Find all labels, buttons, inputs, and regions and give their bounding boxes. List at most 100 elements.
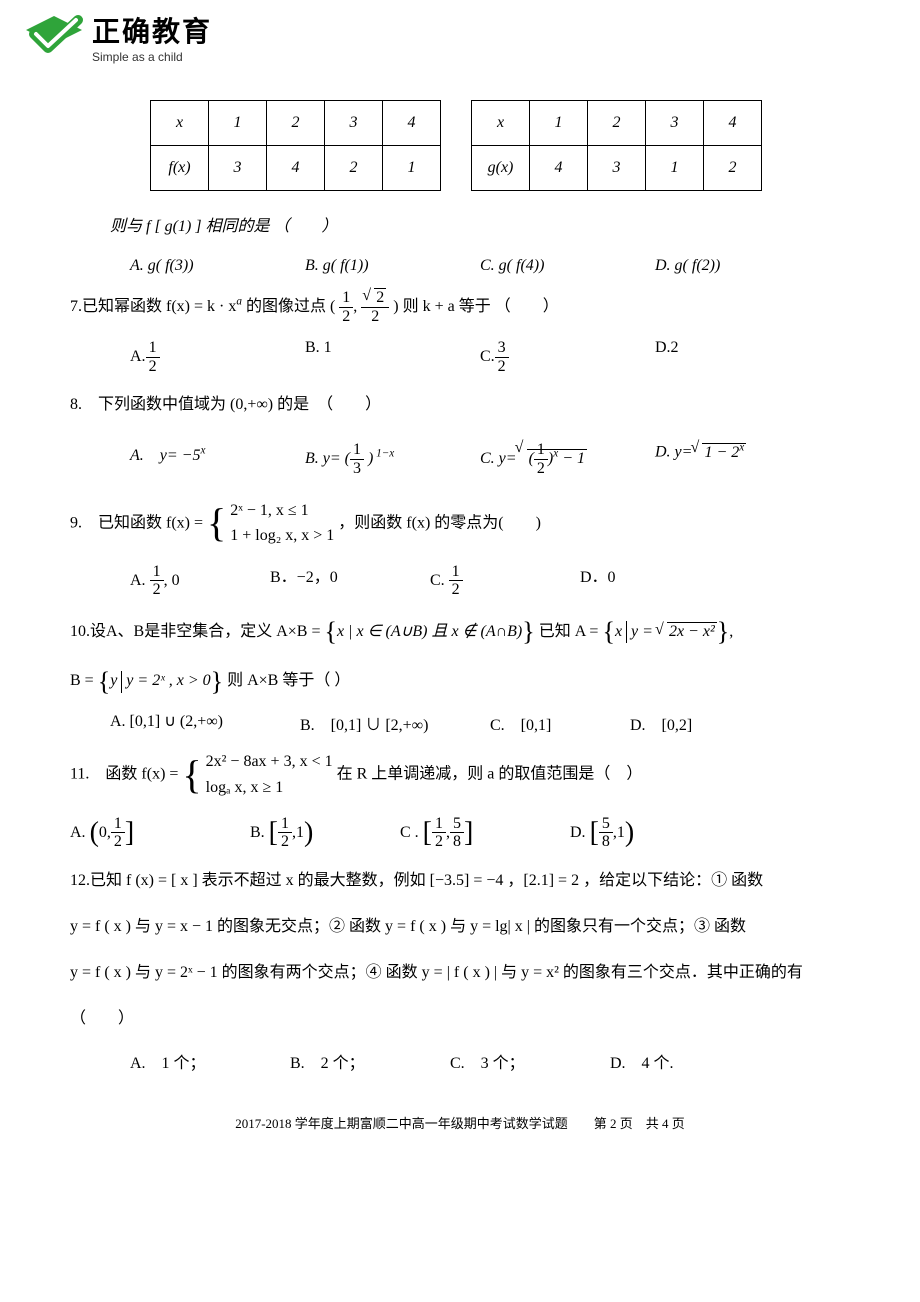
t2-c: 4 <box>704 101 762 146</box>
q6-stem: 则与 f [ g(1) ] 相同的是 （ ） <box>110 211 850 243</box>
q8-opt-a: A. y= −5x <box>130 441 305 477</box>
t2-c: 3 <box>646 101 704 146</box>
q9-options: A. 12, 0 B．−2，0 C. 12 D．0 <box>130 563 850 599</box>
t2-h-gx: g(x) <box>472 146 530 191</box>
q9-case1: 2ˣ − 1, x ≤ 1 <box>230 498 334 524</box>
q10-Bl: y <box>110 672 117 689</box>
q6-stem-text: 则与 f [ g(1) ] 相同的是 （ ） <box>110 218 338 235</box>
q7-c-lbl: C. <box>480 348 495 365</box>
q9-case2: 1 + log₂ x, x > 1 <box>230 523 334 549</box>
q10-stem-1: 10.设A、B是非空集合，定义 A×B = {x | x ∈ (A∪B) 且 x… <box>70 613 850 651</box>
q10-Arad: 2x − x² <box>667 622 717 640</box>
q10-stem-2: B = {yy = 2ˣ , x > 0} 则 A×B 等于（ ） <box>70 665 850 697</box>
q6-opt-b: B. g( f(1)) <box>305 257 480 275</box>
q11-opt-c: C . [12,58] <box>400 815 570 851</box>
q6-opt-d: D. g( f(2)) <box>655 257 815 275</box>
q11-bt: B. <box>250 823 269 840</box>
q11-dt: D. <box>570 823 590 840</box>
q11-case2: logₐ x, x ≥ 1 <box>206 775 333 801</box>
q11-opt-b: B. [12,1) <box>250 815 400 851</box>
q10-Ar: y = <box>631 623 657 640</box>
t1-c: 1 <box>209 101 267 146</box>
t1-c: 2 <box>325 146 383 191</box>
q8-c-t: C. y= <box>480 450 517 467</box>
q8-opt-d: D. y=1 − 2x <box>655 441 815 477</box>
q6-options: A. g( f(3)) B. g( f(1)) C. g( f(4)) D. g… <box>130 257 850 275</box>
q7-opt-b: B. 1 <box>305 339 480 375</box>
q9-opt-a: A. 12, 0 <box>130 563 270 599</box>
q9-c-t: C. <box>430 572 449 589</box>
q9-stem-b: ，则函数 f(x) 的零点为( ) <box>338 514 541 531</box>
q10-Br: y = 2ˣ , x > 0 <box>126 672 210 689</box>
q8-stem: 8. 下列函数中值域为 (0,+∞) 的是 （ ） <box>70 389 850 421</box>
q10-e: 则 A×B 等于（ ） <box>227 672 350 689</box>
q8-a-t: A. y= −5 <box>130 447 200 464</box>
q8-opt-c: C. y=(12)x − 1 <box>480 441 655 477</box>
q12-l3: y = f ( x ) 与 y = 2ˣ − 1 的图象有两个交点；④ 函数 y… <box>70 957 850 989</box>
q10-opt-c: C. [0,1] <box>490 711 630 735</box>
q8-b-t: B. y= ( <box>305 450 350 467</box>
q12-opt-d: D. 4 个. <box>610 1049 770 1073</box>
t2-c: 2 <box>588 101 646 146</box>
q10-opt-a: A. [0,1] ∪ (2,+∞) <box>110 711 300 735</box>
q12-opt-b: B. 2 个； <box>290 1049 450 1073</box>
q9-a-t: A. <box>130 572 150 589</box>
q9-opt-b: B．−2，0 <box>270 563 430 599</box>
logo-title: 正确教育 <box>92 10 212 50</box>
page-footer: 2017-2018 学年度上期富顺二中高一年级期中考试数学试题 第 2 页 共 … <box>70 1113 850 1132</box>
q9-stem: 9. 已知函数 f(x) = { 2ˣ − 1, x ≤ 1 1 + log₂ … <box>70 498 850 549</box>
logo-check-icon <box>22 12 86 62</box>
q12-opt-a: A. 1 个； <box>130 1049 290 1073</box>
q7-stem-c: ) 则 k + a 等于 （ ） <box>393 298 558 315</box>
q9-opt-d: D．0 <box>580 563 740 599</box>
t1-c: 2 <box>267 101 325 146</box>
q6-opt-c: C. g( f(4)) <box>480 257 655 275</box>
q10-d: B = <box>70 672 98 689</box>
t2-h-x: x <box>472 101 530 146</box>
q11-stem: 11. 函数 f(x) = { 2x² − 8ax + 3, x < 1 log… <box>70 749 850 800</box>
t1-c: 3 <box>209 146 267 191</box>
t2-c: 4 <box>530 146 588 191</box>
q9-a-t2: , 0 <box>164 572 180 589</box>
q11-at: A. <box>70 823 90 840</box>
q9-stem-a: 9. 已知函数 f(x) = <box>70 514 207 531</box>
q9-opt-c: C. 12 <box>430 563 580 599</box>
q11-b: 在 R 上单调递减，则 a 的取值范围是（ ） <box>337 766 643 783</box>
q8-opt-b: B. y= (13 ) 1−x <box>305 441 480 477</box>
table-g: x 1 2 3 4 g(x) 4 3 1 2 <box>471 100 762 191</box>
q11-a: 11. 函数 f(x) = <box>70 766 182 783</box>
logo-subtitle: Simple as a child <box>92 50 212 64</box>
t1-c: 4 <box>267 146 325 191</box>
table-f: x 1 2 3 4 f(x) 3 4 2 1 <box>150 100 441 191</box>
q10-c: , <box>729 623 733 640</box>
t2-c: 3 <box>588 146 646 191</box>
t1-h-x: x <box>151 101 209 146</box>
q11-opt-d: D. [58,1) <box>570 815 730 851</box>
q6-opt-a: A. g( f(3)) <box>130 257 305 275</box>
q10-opt-b: B. [0,1] ∪ [2,+∞) <box>300 711 490 735</box>
q11-opt-a: A. (0,12] <box>70 815 250 851</box>
q10-opt-d: D. [0,2] <box>630 711 790 735</box>
q8-d-t: D. y= <box>655 444 692 461</box>
q7-options: A.12 B. 1 C.32 D.2 <box>130 339 850 375</box>
function-tables: x 1 2 3 4 f(x) 3 4 2 1 x 1 2 <box>150 100 850 191</box>
q7-a-lbl: A. <box>130 348 146 365</box>
q12-opt-c: C. 3 个； <box>450 1049 610 1073</box>
q11-case1: 2x² − 8ax + 3, x < 1 <box>206 749 333 775</box>
q10-set1: x | x ∈ (A∪B) 且 x ∉ (A∩B) <box>337 623 522 640</box>
t2-c: 1 <box>530 101 588 146</box>
q7-stem: 7.已知幂函数 f(x) = k · xa 的图像过点 ( 12, 22 ) 则… <box>70 289 850 325</box>
t2-c: 2 <box>704 146 762 191</box>
q7-opt-d: D.2 <box>655 339 815 375</box>
q10-a: 10.设A、B是非空集合，定义 A×B = <box>70 623 325 640</box>
q7-stem-a: 7.已知幂函数 f(x) = k · x <box>70 298 236 315</box>
t2-c: 1 <box>646 146 704 191</box>
logo: 正确教育 Simple as a child <box>22 10 212 64</box>
q7-opt-a: A.12 <box>130 339 305 375</box>
q12-l1: 12.已知 f (x) = [ x ] 表示不超过 x 的最大整数，例如 [−3… <box>70 865 850 897</box>
q10-Al: x <box>615 623 622 640</box>
t1-c: 4 <box>383 101 441 146</box>
t1-h-fx: f(x) <box>151 146 209 191</box>
q12-l2: y = f ( x ) 与 y = x − 1 的图象无交点；② 函数 y = … <box>70 911 850 943</box>
q11-options: A. (0,12] B. [12,1) C . [12,58] D. [58,1… <box>70 815 850 851</box>
